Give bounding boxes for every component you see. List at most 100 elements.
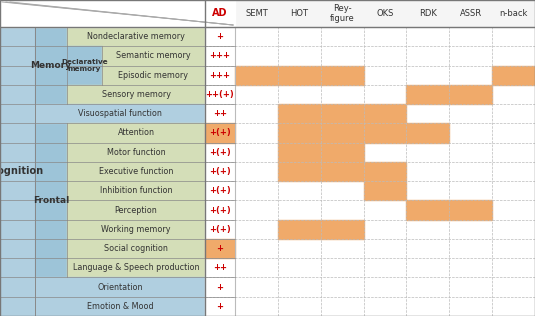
Bar [449, 123, 492, 143]
Bar [235, 297, 278, 316]
Bar [407, 123, 449, 143]
Bar [35, 162, 67, 181]
Bar [492, 65, 535, 85]
Bar [492, 297, 535, 316]
Bar [364, 239, 407, 258]
Text: Motor function: Motor function [106, 148, 165, 157]
Bar [449, 181, 492, 200]
Bar [278, 143, 320, 162]
Text: Frontal: Frontal [33, 196, 69, 205]
Bar [320, 220, 364, 239]
Bar [278, 46, 320, 65]
Bar [235, 181, 278, 200]
Bar [407, 65, 449, 85]
Bar [278, 123, 320, 143]
Text: ++(+): ++(+) [205, 90, 234, 99]
Bar [278, 220, 320, 239]
Bar [364, 297, 407, 316]
Text: ASSR: ASSR [460, 9, 482, 18]
Bar [35, 277, 205, 297]
Bar [320, 123, 364, 143]
Bar [407, 123, 449, 143]
Bar [67, 65, 102, 85]
Bar [407, 104, 449, 123]
Bar [364, 181, 407, 200]
Bar [205, 220, 235, 239]
Bar [235, 258, 278, 277]
Bar [407, 162, 449, 181]
Bar [407, 258, 449, 277]
Bar [278, 65, 320, 85]
Bar [67, 27, 205, 46]
Bar [492, 65, 535, 85]
Bar [278, 162, 320, 181]
Bar [235, 143, 278, 162]
Bar [102, 65, 205, 85]
Bar [102, 46, 205, 65]
Bar [278, 143, 320, 162]
Bar [364, 200, 407, 220]
Bar [492, 258, 535, 277]
Bar [407, 181, 449, 200]
Bar [205, 200, 235, 220]
Bar [407, 143, 449, 162]
Bar [320, 200, 364, 220]
Text: RDK: RDK [419, 9, 437, 18]
Bar [320, 277, 364, 297]
Bar [492, 85, 535, 104]
Bar [35, 65, 67, 85]
Bar [492, 162, 535, 181]
Bar [35, 46, 67, 65]
Text: +++: +++ [210, 71, 231, 80]
Text: Emotion & Mood: Emotion & Mood [87, 302, 154, 311]
Bar [67, 46, 102, 65]
Bar [235, 65, 278, 85]
Bar [407, 85, 449, 104]
Bar [35, 220, 67, 239]
Bar [449, 85, 492, 104]
Bar [205, 123, 235, 143]
Bar [449, 200, 492, 220]
Bar [320, 143, 364, 162]
Bar [492, 220, 535, 239]
Bar [35, 200, 67, 220]
Bar [449, 162, 492, 181]
Text: +(+): +(+) [209, 225, 231, 234]
Bar [235, 239, 278, 258]
Text: Inhibition function: Inhibition function [100, 186, 172, 195]
Bar [278, 104, 320, 123]
Bar [67, 258, 205, 277]
Text: Orientation: Orientation [97, 283, 143, 292]
Text: Social cognition: Social cognition [104, 244, 168, 253]
Bar [278, 297, 320, 316]
Bar [0, 0, 535, 27]
Bar [320, 46, 364, 65]
Text: +: + [217, 302, 224, 311]
Bar [449, 46, 492, 65]
Bar [278, 162, 320, 181]
Bar [492, 277, 535, 297]
Bar [449, 143, 492, 162]
Bar [407, 239, 449, 258]
Bar [0, 0, 235, 27]
Bar [320, 162, 364, 181]
Bar [364, 65, 407, 85]
Bar [0, 27, 35, 316]
Bar [235, 27, 278, 46]
Bar [205, 258, 235, 277]
Bar [35, 239, 67, 258]
Bar [492, 239, 535, 258]
Bar [205, 143, 235, 162]
Bar [364, 162, 407, 181]
Text: Semantic memory: Semantic memory [116, 52, 191, 60]
Bar [67, 85, 205, 104]
Bar [492, 104, 535, 123]
Text: Declarative
memory: Declarative memory [61, 59, 108, 72]
Bar [492, 27, 535, 46]
Bar [320, 27, 364, 46]
Bar [364, 104, 407, 123]
Bar [449, 85, 492, 104]
Text: n-back: n-back [499, 9, 528, 18]
Bar [320, 181, 364, 200]
Text: +(+): +(+) [209, 129, 231, 137]
